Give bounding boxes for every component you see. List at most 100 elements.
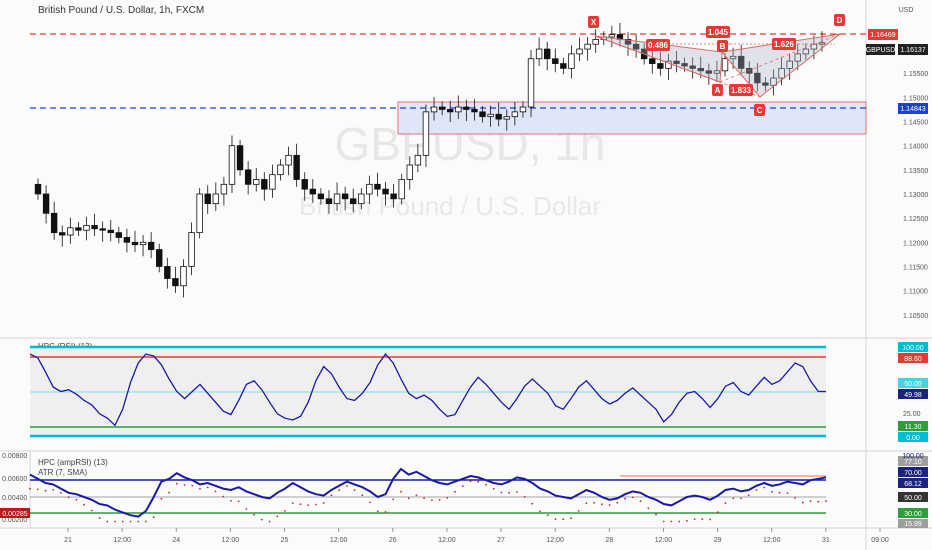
atr-dot xyxy=(562,518,565,521)
candle-body xyxy=(681,63,688,67)
atr-dot xyxy=(307,504,310,506)
candle-body xyxy=(592,39,599,45)
price-tick-1: 1.15500 xyxy=(903,71,928,78)
candle-body xyxy=(390,193,397,200)
atr-dot xyxy=(67,496,70,499)
svg-text:0.00: 0.00 xyxy=(906,435,920,442)
svg-text:68.12: 68.12 xyxy=(904,481,922,488)
time-tick-5: 12:00 xyxy=(330,537,348,544)
atr-dot xyxy=(593,501,596,504)
atr-dot xyxy=(121,520,124,523)
candle-body xyxy=(350,198,357,205)
candle-body xyxy=(325,198,333,205)
atr-dot xyxy=(106,520,109,523)
atr-dot xyxy=(346,485,348,487)
atr-dot xyxy=(531,502,534,505)
atr-dot xyxy=(222,495,225,498)
rsi-tag-0: 0.00 xyxy=(898,432,928,442)
svg-text:11.30: 11.30 xyxy=(905,424,922,431)
atr-dot xyxy=(740,497,742,500)
atr-dot xyxy=(801,501,804,504)
atr-dot xyxy=(809,500,812,503)
price-tag-resistance: 1.16469 xyxy=(868,29,898,40)
atr-dot xyxy=(500,491,503,494)
candle-body xyxy=(75,227,82,231)
rsi-series xyxy=(29,353,826,427)
candle-body xyxy=(374,183,381,190)
candle-body xyxy=(156,249,163,267)
atr-dot xyxy=(577,510,580,512)
candle-body xyxy=(180,266,187,287)
pattern-point-x: X xyxy=(588,16,599,28)
time-tick-2: 24 xyxy=(172,537,180,544)
candle-body xyxy=(341,193,349,200)
atr-dot xyxy=(237,500,240,503)
atr-dot xyxy=(268,520,271,523)
candle-body xyxy=(123,237,131,243)
atr-dot xyxy=(376,510,379,513)
time-tick-0: 21 xyxy=(64,537,72,544)
candle-body xyxy=(34,183,42,195)
amp-tag-70: 70.00 xyxy=(898,467,928,477)
atr-dot xyxy=(98,517,101,519)
candle-body xyxy=(463,106,470,110)
candle-body xyxy=(422,111,430,156)
atr-dot xyxy=(137,520,140,523)
atr-dot xyxy=(655,513,657,516)
time-tick-1: 12:00 xyxy=(113,537,131,544)
atr-dot xyxy=(686,519,688,522)
atr-dot xyxy=(253,513,256,516)
candle-body xyxy=(802,48,810,55)
svg-text:1.14843: 1.14843 xyxy=(900,106,925,113)
atr-dot xyxy=(539,510,541,513)
atr-dot xyxy=(678,520,681,523)
candle-body xyxy=(91,224,98,230)
svg-text:GBPUSD: GBPUSD xyxy=(866,47,896,54)
atr-dot xyxy=(647,507,650,510)
ratio-xd: 1.045 xyxy=(706,26,730,38)
price-tick-11: 1.10500 xyxy=(903,313,928,320)
atr-dot xyxy=(763,486,766,489)
candle-body xyxy=(624,39,632,45)
currency-label: USD xyxy=(899,7,914,14)
atr-dot xyxy=(199,487,201,490)
svg-text:1.833: 1.833 xyxy=(731,86,752,95)
svg-text:B: B xyxy=(720,42,726,51)
candle-body xyxy=(358,193,365,205)
candle-body xyxy=(657,63,664,69)
atr-dot xyxy=(523,495,526,498)
atr-dot xyxy=(400,490,402,493)
rsi-tag-50: 50.00 xyxy=(898,378,928,388)
candle-body xyxy=(689,65,696,69)
time-tick-9: 12:00 xyxy=(546,537,564,544)
symbol-tag: GBPUSD xyxy=(866,44,896,55)
candle-body xyxy=(414,154,422,166)
candle-body xyxy=(366,183,373,195)
candle-body xyxy=(786,60,793,69)
svg-text:0.00285: 0.00285 xyxy=(2,511,27,518)
atr-dot xyxy=(516,491,518,493)
amp-tag-30: 30.00 xyxy=(898,508,928,518)
candle-body xyxy=(729,55,737,60)
amp-tag-77: 77.10 xyxy=(898,456,928,466)
atr-dot xyxy=(608,504,611,506)
time-tick-10: 28 xyxy=(605,537,613,544)
candle-body xyxy=(519,106,527,113)
candle-body xyxy=(778,67,785,79)
svg-text:D: D xyxy=(837,16,843,25)
candle-body xyxy=(301,179,308,190)
candle-body xyxy=(131,241,139,246)
time-tick-4: 25 xyxy=(281,537,289,544)
atr-dot xyxy=(330,494,333,497)
price-tick-6: 1.13000 xyxy=(903,192,928,199)
candle-body xyxy=(220,183,228,195)
time-tick-13: 12:00 xyxy=(763,537,781,544)
time-tick-6: 26 xyxy=(389,537,397,544)
svg-text:1.626: 1.626 xyxy=(774,40,795,49)
atr-dot xyxy=(423,497,425,500)
candles xyxy=(34,22,826,298)
pattern-point-c: C xyxy=(754,104,765,116)
atr-dot xyxy=(778,491,781,494)
